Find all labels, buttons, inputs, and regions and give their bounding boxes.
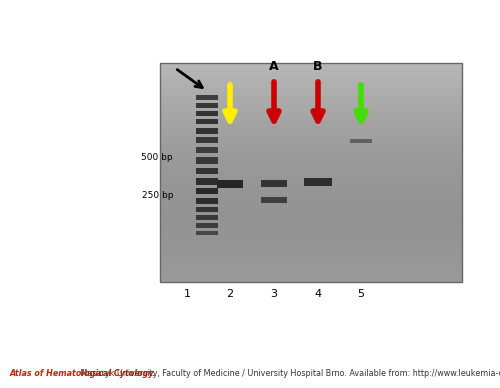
Text: 500 bp: 500 bp xyxy=(142,154,173,163)
Text: 2: 2 xyxy=(226,289,234,299)
Bar xyxy=(160,63,462,282)
Text: Masaryk University, Faculty of Medicine / University Hospital Brno. Available fr: Masaryk University, Faculty of Medicine … xyxy=(78,369,500,378)
Text: 250 bp: 250 bp xyxy=(142,192,173,201)
Text: 1: 1 xyxy=(184,289,190,299)
Text: A: A xyxy=(269,60,279,73)
Text: 5: 5 xyxy=(358,289,364,299)
Text: 3: 3 xyxy=(270,289,278,299)
Text: 4: 4 xyxy=(314,289,322,299)
Text: Atlas of Hematological Cytology.: Atlas of Hematological Cytology. xyxy=(10,369,157,378)
Text: B: B xyxy=(313,60,323,73)
